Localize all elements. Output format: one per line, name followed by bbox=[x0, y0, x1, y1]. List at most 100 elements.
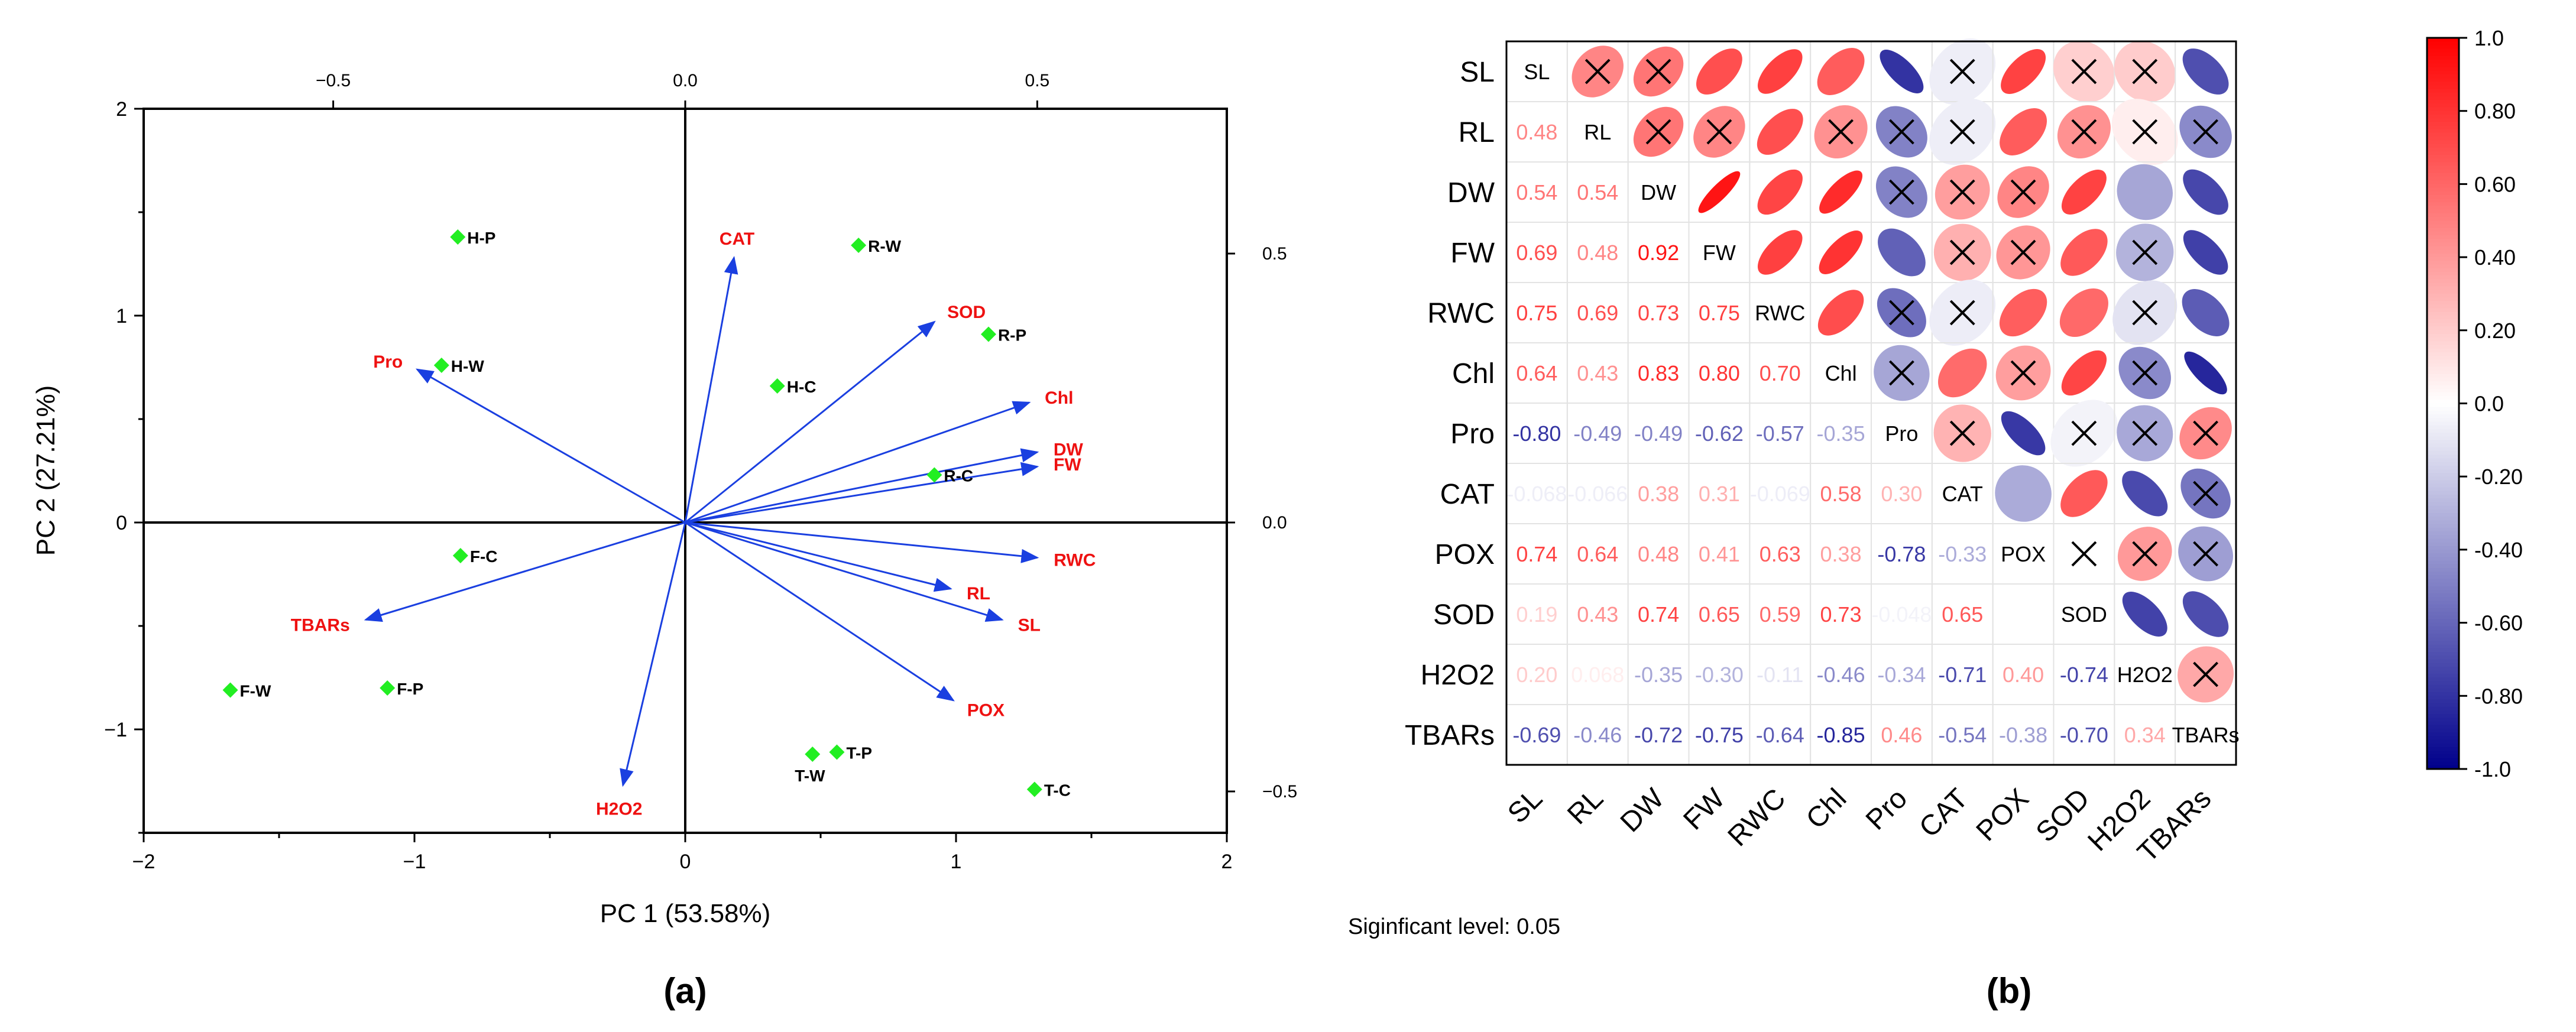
colorbar-segment bbox=[2427, 396, 2459, 401]
colorbar-segment bbox=[2427, 619, 2459, 624]
colorbar-segment bbox=[2427, 385, 2459, 390]
colorbar-segment bbox=[2427, 714, 2459, 719]
colorbar-segment bbox=[2427, 253, 2459, 258]
colorbar-segment bbox=[2427, 235, 2459, 239]
non-significant-mark bbox=[2071, 119, 2097, 145]
correlation-value: 0.40 bbox=[2003, 663, 2044, 687]
colorbar-segment bbox=[2427, 761, 2459, 766]
correlation-ellipse bbox=[1757, 49, 1803, 94]
matrix-diagonal-label: DW bbox=[1641, 180, 1676, 205]
colorbar-segment bbox=[2427, 400, 2459, 404]
correlation-value: 0.43 bbox=[1577, 361, 1618, 385]
colorbar-segment bbox=[2427, 366, 2459, 371]
correlation-ellipse bbox=[2001, 411, 2046, 456]
colorbar-segment bbox=[2427, 553, 2459, 558]
correlation-ellipse bbox=[1817, 48, 1865, 95]
colorbar-segment bbox=[2427, 70, 2459, 75]
colorbar-segment bbox=[2427, 480, 2459, 485]
colorbar-segment bbox=[2427, 699, 2459, 704]
right-tick-label: 0.0 bbox=[1262, 513, 1287, 533]
matrix-row-label: Chl bbox=[1452, 358, 1495, 390]
matrix-cells: SL 0.48 RL 0.54 0.54 DW 0.69 0.48 0.92 FW 0.75 0.69… bbox=[1506, 38, 2240, 765]
colorbar-segment bbox=[2427, 268, 2459, 272]
colorbar: 1.0 0.80 0.60 0.40 0.20 0.0 -0.20 -0.40 -0.60 -0.… bbox=[2426, 26, 2523, 781]
colorbar-segment bbox=[2427, 751, 2459, 755]
matrix-row-label: SOD bbox=[1433, 599, 1495, 631]
matrix-diagonal-label: Chl bbox=[1825, 361, 1857, 385]
colorbar-segment bbox=[2427, 151, 2459, 155]
colorbar-segment bbox=[2427, 677, 2459, 682]
correlation-value: -0.46 bbox=[1817, 663, 1865, 687]
colorbar-segment bbox=[2427, 125, 2459, 130]
colorbar-segment bbox=[2427, 85, 2459, 90]
colorbar-tick-label: 0.80 bbox=[2474, 99, 2516, 124]
score-label: H-C bbox=[787, 378, 816, 396]
score-label: T-C bbox=[1044, 781, 1071, 800]
colorbar-segment bbox=[2427, 572, 2459, 576]
matrix-col-label: FW bbox=[1677, 783, 1731, 836]
colorbar-segment bbox=[2427, 257, 2459, 262]
loading-label: RWC bbox=[1054, 550, 1096, 570]
correlation-value: -0.49 bbox=[1573, 421, 1622, 446]
right-tick-label: −0.5 bbox=[1262, 782, 1297, 801]
matrix-col-label: Pro bbox=[1860, 783, 1913, 836]
correlation-value: 0.31 bbox=[1699, 482, 1740, 506]
y-tick-label: 2 bbox=[116, 98, 127, 121]
score-marker bbox=[829, 744, 845, 760]
colorbar-segment bbox=[2427, 736, 2459, 741]
colorbar-segment bbox=[2427, 264, 2459, 269]
colorbar-segment bbox=[2427, 718, 2459, 722]
non-significant-mark bbox=[2132, 420, 2158, 446]
colorbar-tick-label: 0.60 bbox=[2474, 172, 2516, 196]
score-label: T-W bbox=[795, 767, 825, 785]
colorbar-segment bbox=[2427, 765, 2459, 770]
colorbar-segment bbox=[2427, 92, 2459, 97]
correlation-ellipse bbox=[1698, 171, 1741, 213]
correlation-value: 0.69 bbox=[1516, 241, 1557, 265]
colorbar-segment bbox=[2427, 652, 2459, 657]
colorbar-segment bbox=[2427, 608, 2459, 612]
y-tick-label: 0 bbox=[116, 512, 127, 534]
loading-label: RL bbox=[967, 584, 990, 603]
score-marker bbox=[452, 548, 468, 563]
colorbar-segment bbox=[2427, 615, 2459, 620]
correlation-value: 0.068 bbox=[1571, 663, 1624, 687]
colorbar-segment bbox=[2427, 696, 2459, 700]
correlation-value: -0.30 bbox=[1695, 663, 1744, 687]
colorbar-segment bbox=[2427, 359, 2459, 364]
colorbar-segment bbox=[2427, 330, 2459, 335]
colorbar-segment bbox=[2427, 440, 2459, 444]
colorbar-segment bbox=[2427, 220, 2459, 225]
non-significant-mark bbox=[2132, 119, 2158, 145]
colorbar-segment bbox=[2427, 311, 2459, 316]
loading-arrow bbox=[364, 521, 686, 622]
colorbar-segment bbox=[2427, 634, 2459, 638]
correlation-value: -0.048 bbox=[1871, 602, 1932, 627]
correlation-value: -0.57 bbox=[1756, 421, 1804, 446]
correlation-matrix: SL 0.48 RL 0.54 0.54 DW 0.69 0.48 0.92 FW 0.75 0.69… bbox=[1348, 26, 2523, 1011]
correlation-value: 0.59 bbox=[1760, 602, 1801, 627]
colorbar-segment bbox=[2427, 542, 2459, 547]
correlation-ellipse bbox=[2061, 350, 2107, 396]
correlation-ellipse bbox=[2122, 592, 2167, 637]
correlation-value: -0.54 bbox=[1938, 723, 1987, 747]
correlation-ellipse bbox=[1757, 169, 1803, 215]
score-marker bbox=[450, 229, 466, 245]
score-marker bbox=[222, 682, 238, 698]
score-label: R-P bbox=[998, 326, 1026, 345]
colorbar-segment bbox=[2427, 684, 2459, 689]
matrix-row-label: CAT bbox=[1440, 479, 1495, 510]
score-label: R-W bbox=[868, 237, 902, 255]
matrix-col-label: DW bbox=[1615, 783, 1671, 839]
colorbar-segment bbox=[2427, 410, 2459, 415]
colorbar-segment bbox=[2427, 162, 2459, 167]
colorbar-segment bbox=[2427, 450, 2459, 455]
correlation-value: 0.73 bbox=[1820, 602, 1862, 627]
correlation-value: 0.30 bbox=[1881, 482, 1922, 506]
colorbar-segment bbox=[2427, 582, 2459, 587]
colorbar-segment bbox=[2427, 663, 2459, 667]
correlation-value: -0.74 bbox=[2060, 663, 2108, 687]
score-label: F-C bbox=[470, 547, 498, 566]
colorbar-segment bbox=[2427, 333, 2459, 338]
